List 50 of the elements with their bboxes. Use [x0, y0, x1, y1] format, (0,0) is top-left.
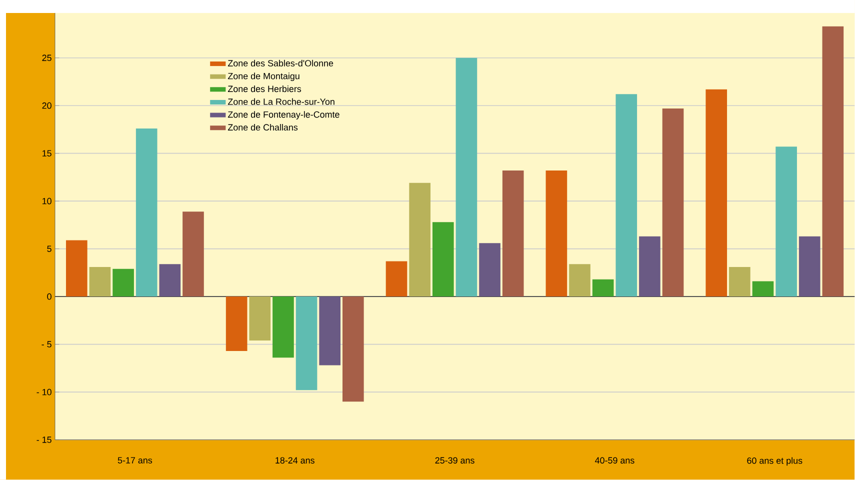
bar: [182, 212, 204, 297]
legend-label: Zone de Challans: [228, 124, 298, 131]
bar: [89, 267, 111, 297]
y-tick-label: 0: [47, 293, 52, 300]
bar: [409, 183, 430, 297]
bar: [569, 264, 590, 297]
bar: [136, 128, 158, 297]
bar: [66, 240, 88, 297]
y-tick-label: 10: [42, 198, 52, 204]
x-tick-label: 40-59 ans: [594, 457, 634, 464]
bar: [159, 264, 181, 297]
legend-label: Zone de La Roche-sur-Yon: [228, 98, 334, 106]
bar: [432, 222, 454, 297]
bar: [296, 296, 318, 390]
bar: [776, 146, 797, 297]
x-tick-label: 25-39 ans: [435, 457, 474, 464]
legend-label: Zone de Montaigu: [228, 72, 300, 82]
y-tick-label: 25: [42, 54, 52, 62]
bar: [798, 236, 820, 297]
bar: [639, 236, 660, 297]
bar: [319, 296, 340, 366]
x-tick-label: 18-24 ans: [276, 457, 314, 464]
y-tick-label: - 15: [36, 436, 52, 444]
legend-label: Zone de Fontenay-le-Comte: [228, 111, 340, 120]
bar: [822, 26, 844, 297]
bar: [479, 243, 500, 297]
bar: [112, 268, 134, 297]
y-tick-label: 15: [42, 150, 52, 157]
bar: [249, 296, 271, 341]
y-tick-label: - 5: [42, 341, 52, 348]
bar: [752, 281, 774, 297]
bar: [342, 296, 364, 402]
legend-label: Zone des Sables-d'Olonne: [228, 60, 334, 67]
bar: [456, 58, 478, 297]
bar: [546, 170, 568, 297]
bar: [592, 279, 614, 297]
x-tick-label: 5-17 ans: [118, 457, 152, 464]
y-tick-label: 5: [47, 246, 52, 252]
legend-label: Zone des Herbiers: [228, 86, 302, 92]
bar: [729, 267, 750, 297]
y-tick-label: - 10: [36, 388, 52, 396]
y-tick-label: 20: [42, 102, 52, 109]
bar: [616, 94, 638, 297]
bar: [662, 108, 684, 297]
bar: [226, 296, 248, 352]
x-tick-label: 60 ans et plus: [747, 457, 802, 466]
bar: [386, 261, 408, 297]
bar: [272, 296, 294, 358]
bar: [502, 170, 524, 297]
bar: [706, 89, 728, 297]
